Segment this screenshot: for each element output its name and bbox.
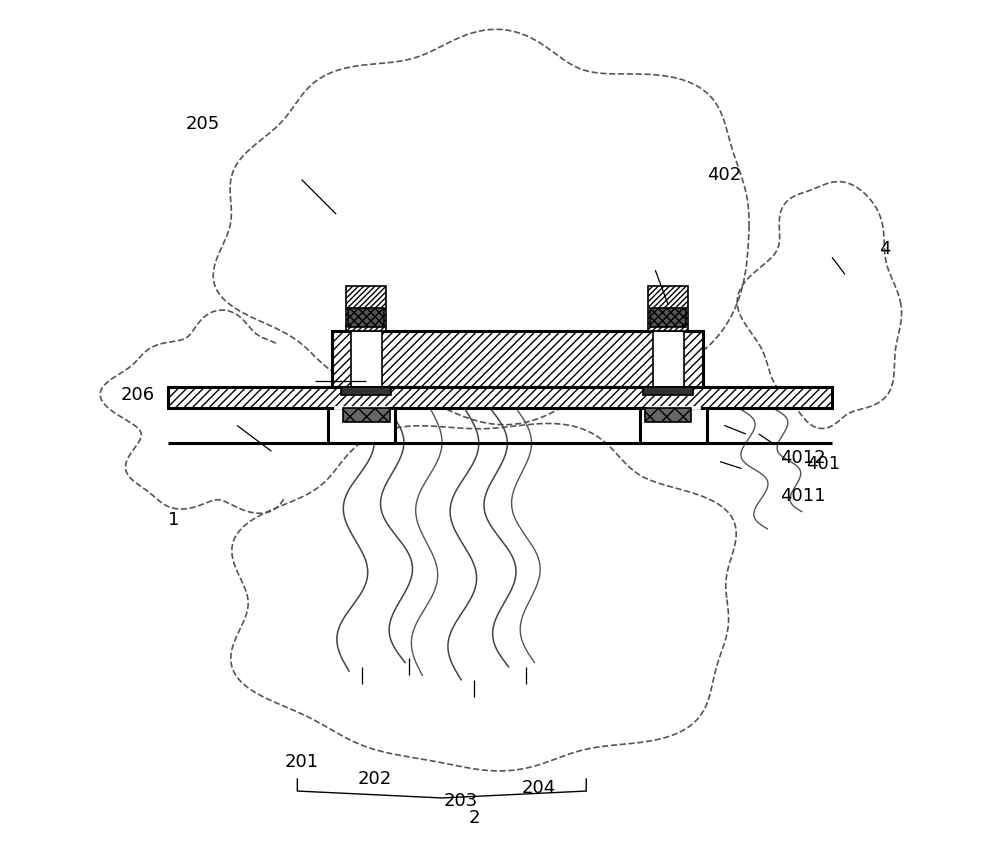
- Bar: [647, 405, 700, 409]
- Bar: [328, 408, 395, 443]
- Bar: [348, 308, 384, 327]
- Bar: [648, 286, 688, 331]
- Bar: [343, 408, 390, 422]
- Text: 203: 203: [444, 792, 478, 810]
- Text: 4: 4: [879, 240, 891, 258]
- Bar: [346, 286, 386, 331]
- Bar: [653, 331, 684, 386]
- Bar: [351, 331, 382, 386]
- Text: 1: 1: [168, 511, 179, 529]
- Bar: [640, 408, 707, 443]
- Text: 401: 401: [806, 455, 840, 473]
- Bar: [341, 386, 391, 395]
- Text: 402: 402: [707, 167, 741, 184]
- Text: 4011: 4011: [780, 487, 826, 505]
- Bar: [645, 408, 691, 422]
- Text: 4012: 4012: [780, 449, 826, 467]
- Bar: [650, 308, 686, 327]
- Bar: [643, 386, 693, 395]
- Text: 2: 2: [468, 809, 480, 827]
- Text: 205: 205: [185, 115, 219, 133]
- Text: 202: 202: [358, 770, 392, 788]
- Bar: [334, 405, 388, 409]
- Text: 206: 206: [121, 386, 155, 404]
- Bar: [332, 331, 703, 386]
- Text: 201: 201: [285, 753, 319, 771]
- Bar: [168, 386, 832, 408]
- Text: 204: 204: [522, 779, 556, 797]
